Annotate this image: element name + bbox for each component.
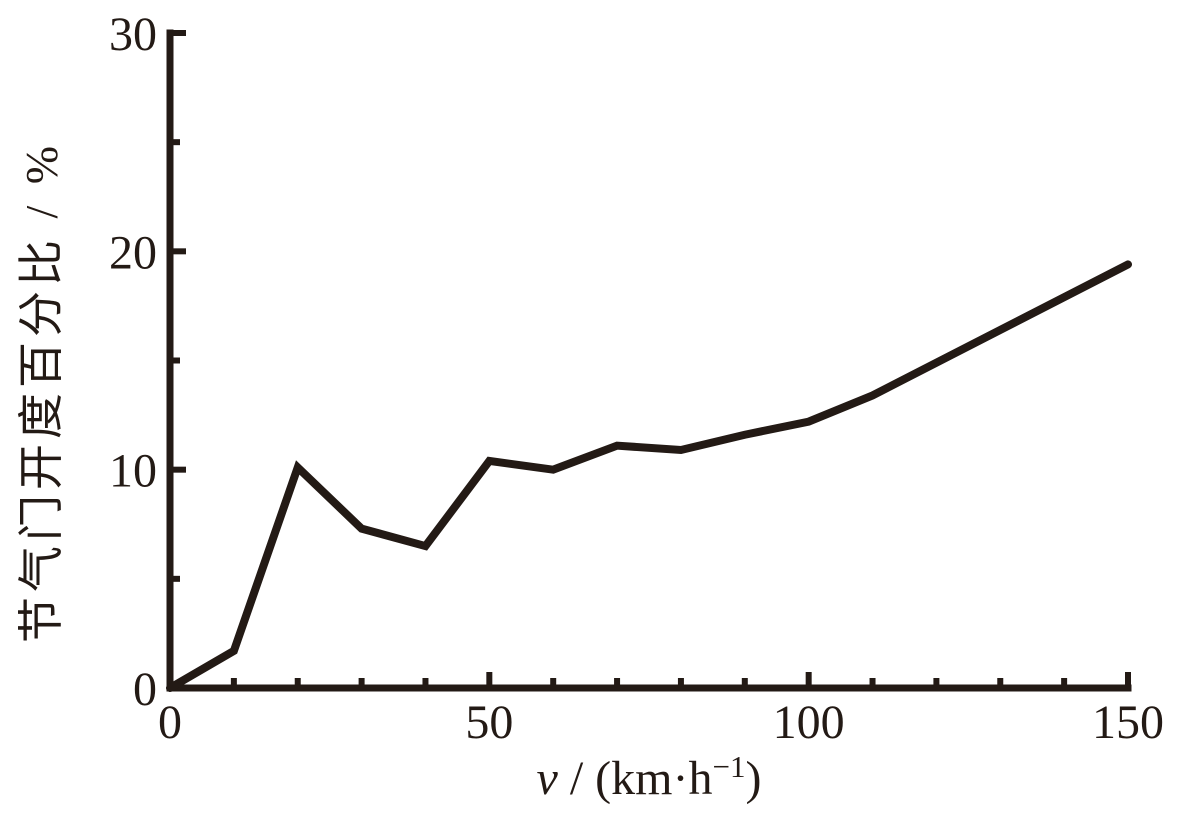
x-tick-label: 0 bbox=[158, 696, 182, 749]
axes-layer bbox=[166, 29, 1132, 692]
y-axis-label: 节气门开度百分比 / % bbox=[16, 141, 67, 643]
y-tick-label: 20 bbox=[109, 226, 157, 279]
x-tick-label: 150 bbox=[1092, 696, 1164, 749]
y-tick-label: 0 bbox=[133, 663, 157, 716]
y-tick-label: 10 bbox=[109, 445, 157, 498]
x-tick-label: 50 bbox=[465, 696, 513, 749]
x-tick-label: 100 bbox=[773, 696, 845, 749]
tick-labels-layer: 0 10 20 30 0 50 100 150 bbox=[109, 8, 1164, 749]
x-axis-label: v / (km·h−1) bbox=[537, 749, 762, 805]
data-series-layer bbox=[166, 260, 1132, 692]
axis-spines bbox=[166, 29, 1132, 692]
data-line bbox=[166, 260, 1132, 692]
y-tick-label: 30 bbox=[109, 8, 157, 61]
ticks-layer bbox=[167, 30, 1131, 691]
